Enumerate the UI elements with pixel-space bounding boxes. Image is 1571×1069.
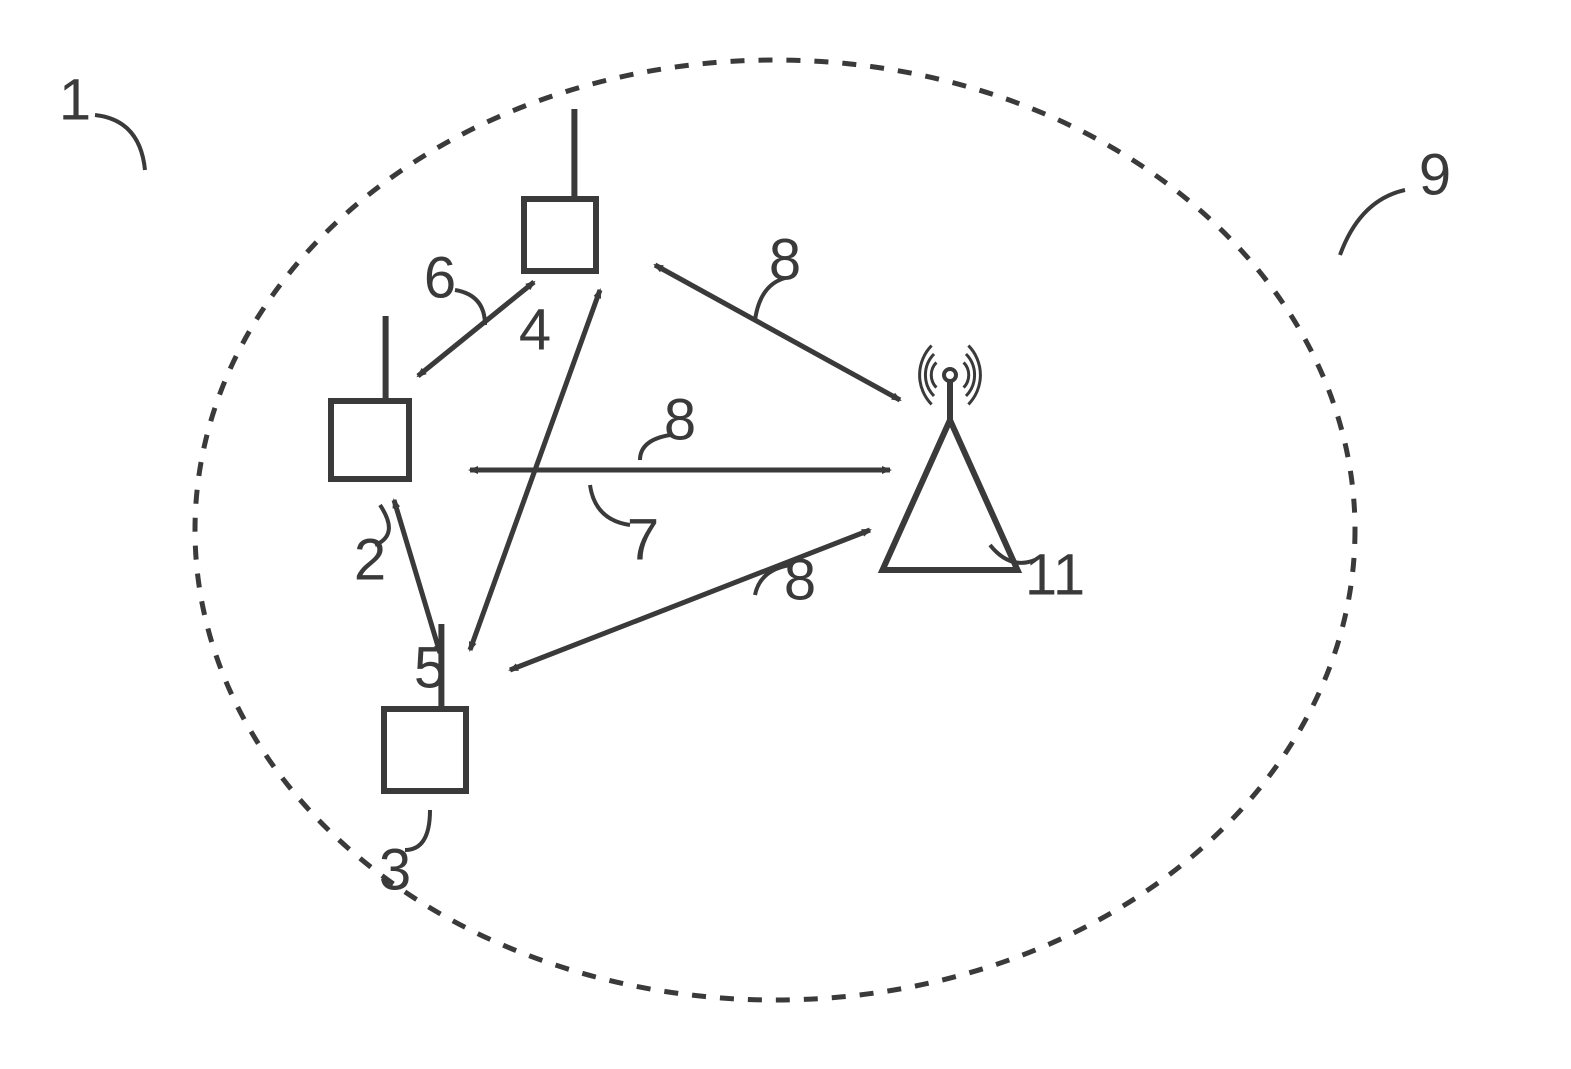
ref-label-8-8: 8 [784, 547, 816, 614]
diagram-svg [0, 0, 1571, 1069]
ref-label-6-2: 6 [424, 245, 456, 312]
ref-label-9-1: 9 [1419, 142, 1451, 209]
ref-label-11-10: 11 [1025, 542, 1085, 609]
leader-0 [95, 115, 145, 170]
ref-label-4-3: 4 [519, 297, 551, 364]
diagram-canvas: 1964882785113 [0, 0, 1571, 1069]
ref-label-1-0: 1 [59, 67, 91, 134]
leader-6 [590, 485, 630, 525]
ref-label-3-11: 3 [379, 837, 411, 904]
base-station [883, 346, 1018, 570]
ref-label-5-9: 5 [414, 635, 446, 702]
leader-1 [1340, 190, 1405, 255]
ref-label-7-7: 7 [627, 507, 659, 574]
ref-label-2-6: 2 [354, 527, 386, 594]
device-node-d2 [331, 316, 409, 479]
ref-label-8-4: 8 [769, 227, 801, 294]
device-node-d4 [524, 109, 596, 271]
link-e5a [394, 500, 440, 653]
leader-2 [455, 290, 485, 325]
ref-label-8-5: 8 [664, 387, 696, 454]
